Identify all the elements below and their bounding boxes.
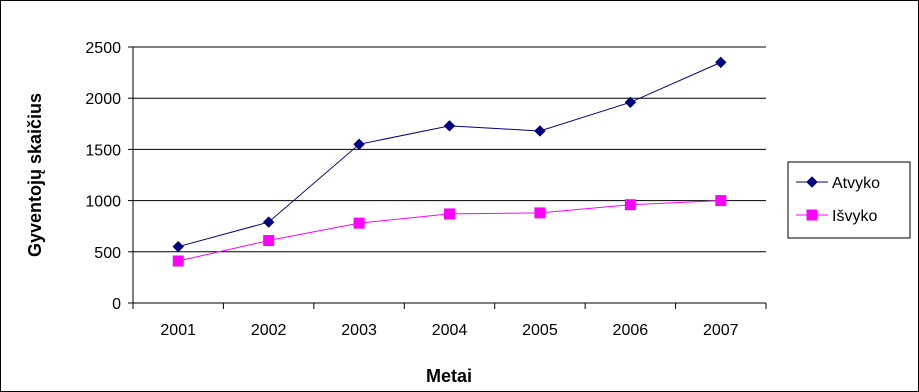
x-tick-label: 2005 — [522, 322, 558, 339]
data-point — [262, 216, 275, 228]
legend-label: Išvyko — [832, 208, 877, 225]
x-tick-label: 2001 — [160, 322, 196, 339]
x-tick-label: 2004 — [432, 322, 468, 339]
y-tick-labels: 0 500 1000 1500 2000 2500 — [85, 40, 121, 313]
x-tick-label: 2007 — [703, 322, 739, 339]
data-point — [624, 96, 637, 109]
data-point — [624, 199, 636, 211]
legend-box — [787, 161, 911, 239]
x-tick-label: 2003 — [341, 322, 377, 339]
x-tick-labels: 2001 2002 2003 2004 2005 2006 2007 — [160, 322, 738, 339]
y-tick-label: 500 — [94, 245, 121, 262]
x-tick-label: 2006 — [613, 322, 649, 339]
data-point — [715, 195, 727, 207]
series — [172, 56, 727, 267]
data-point — [444, 208, 455, 220]
y-tick-label: 2500 — [85, 40, 121, 57]
data-point — [534, 125, 546, 137]
y-tick-label: 1500 — [85, 142, 121, 159]
legend-marker — [806, 176, 818, 188]
data-point — [172, 240, 184, 253]
y-tick-label: 0 — [112, 296, 121, 313]
legend-label: Atvyko — [832, 175, 880, 192]
legend: Atvyko Išvyko — [787, 161, 911, 239]
x-tick-label: 2002 — [251, 322, 287, 339]
data-point — [443, 120, 456, 132]
y-tick-label: 1000 — [85, 194, 121, 211]
data-point — [534, 207, 546, 219]
data-point — [172, 255, 184, 267]
data-point — [353, 138, 365, 150]
x-axis-title: Metai — [426, 366, 472, 386]
data-point — [715, 56, 727, 69]
axes — [132, 47, 766, 304]
data-point — [263, 235, 275, 247]
legend-marker — [806, 209, 818, 221]
gridlines — [128, 46, 767, 309]
data-point — [353, 217, 365, 229]
y-axis-title: Gyventojų skaičius — [25, 93, 45, 257]
y-tick-label: 2000 — [85, 91, 121, 108]
